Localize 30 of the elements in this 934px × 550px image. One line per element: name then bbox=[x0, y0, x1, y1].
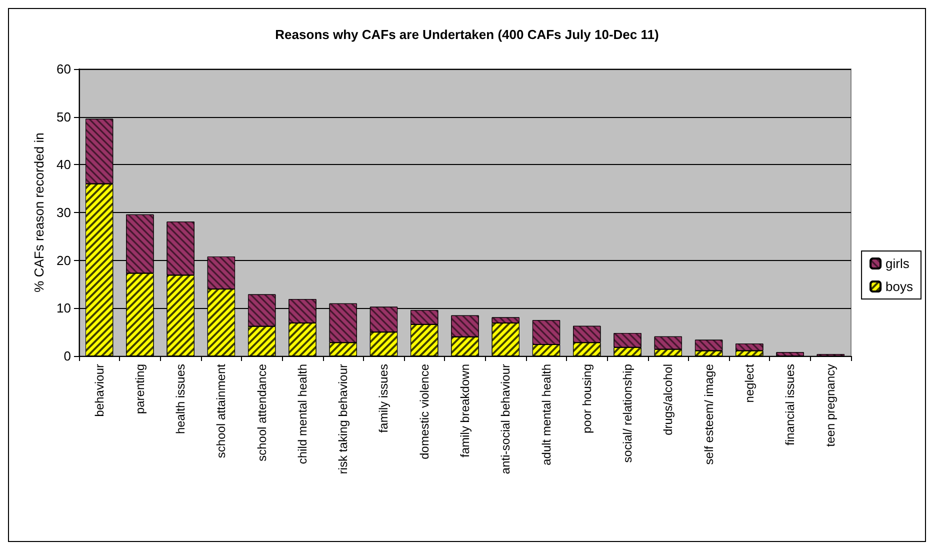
x-tick-label: parenting bbox=[132, 364, 147, 414]
y-tick-label: 20 bbox=[56, 252, 71, 268]
y-tick-label: 40 bbox=[56, 157, 71, 172]
x-tick-label: social/ relationship bbox=[620, 364, 635, 463]
y-tick-label: 60 bbox=[56, 62, 71, 76]
x-tick-label: anti-social behaviour bbox=[498, 364, 513, 474]
x-tick-label: school attainment bbox=[214, 363, 228, 458]
x-tick-label: family issues bbox=[376, 364, 391, 433]
x-tick-label: self esteem/ image bbox=[702, 364, 716, 465]
x-tick-label: drugs/alcohol bbox=[661, 364, 676, 436]
x-tick-label: family breakdown bbox=[458, 364, 472, 458]
x-tick-label: behaviour bbox=[92, 364, 106, 417]
x-tick-label: health issues bbox=[174, 364, 188, 434]
x-tick-label: adult mental health bbox=[539, 364, 554, 466]
x-tick-label: financial issues bbox=[783, 364, 798, 446]
x-tick-label: neglect bbox=[742, 363, 756, 403]
y-axis-title: % CAFs reason recorded in bbox=[32, 132, 47, 292]
y-tick-label: 0 bbox=[64, 348, 71, 364]
y-tick-label: 30 bbox=[56, 205, 71, 220]
x-tick-label: risk taking behaviour bbox=[336, 364, 350, 474]
x-tick-label: poor housing bbox=[580, 364, 594, 434]
x-tick-label: school attendance bbox=[254, 364, 269, 462]
x-tick-label: domestic violence bbox=[417, 364, 432, 460]
y-tick-label: 10 bbox=[56, 300, 71, 316]
legend-label: boys bbox=[886, 279, 914, 294]
y-tick-label: 50 bbox=[56, 109, 71, 124]
chart-title: Reasons why CAFs are Undertaken (400 CAFs July 10-Dec 11) bbox=[275, 27, 659, 42]
legend-label: girls bbox=[886, 256, 910, 271]
x-tick-label: teen pregnancy bbox=[824, 364, 838, 447]
x-tick-label: child mental health bbox=[295, 364, 310, 464]
